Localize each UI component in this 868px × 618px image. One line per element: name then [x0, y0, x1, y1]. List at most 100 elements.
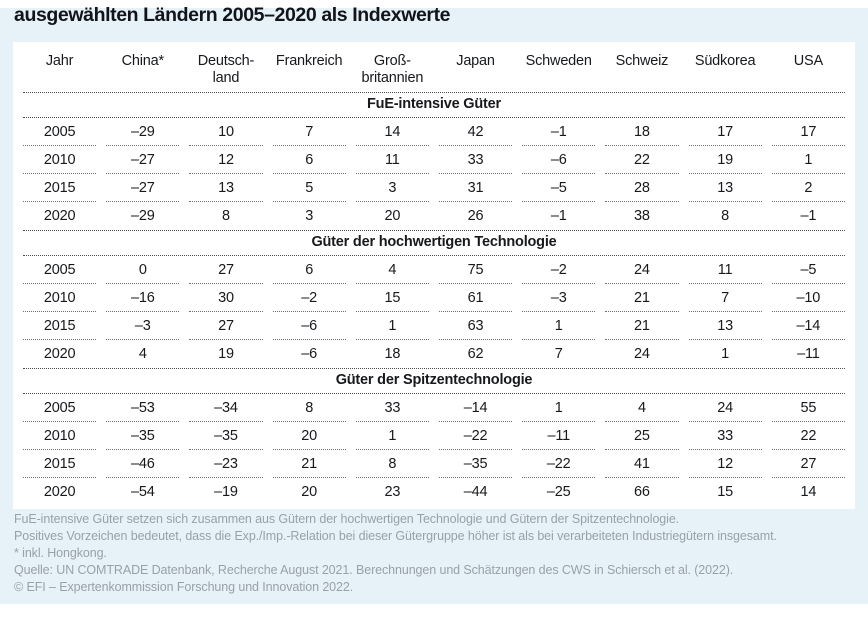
dotted-rule [23, 367, 845, 369]
value-cell: 18 [605, 118, 679, 146]
value-cell: 28 [605, 174, 679, 202]
year-cell: 2005 [23, 256, 97, 284]
value-cell: 42 [438, 118, 513, 146]
value-cell: 1 [522, 394, 596, 422]
table-row: 2005 –53 –34 8 33 –14 1 4 24 55 [23, 394, 845, 422]
value-cell: 8 [272, 394, 346, 422]
value-cell: –11 [797, 346, 820, 362]
value-cell: 7 [554, 346, 563, 362]
value-cell: –1 [550, 208, 567, 224]
table-row: 2015 –3 27 –6 1 63 1 21 13 –14 [23, 312, 845, 340]
value-cell: –22 [522, 450, 596, 478]
dotted-rule [23, 254, 845, 256]
column-header-line: Südkorea [694, 53, 756, 69]
year-cell: 2010 [23, 422, 97, 450]
column-header: Schweiz [605, 44, 678, 91]
value-cell: 1 [771, 146, 845, 174]
dotted-rule-line [23, 91, 845, 93]
value-cell: –2 [272, 284, 346, 312]
dotted-rule-line [23, 367, 845, 369]
value-cell: 11 [688, 256, 762, 284]
value-cell: 22 [771, 422, 845, 450]
value-cell: 7 [272, 118, 346, 146]
section-title-row: FuE-intensive Güter [23, 93, 845, 116]
section-title-row: Güter der hochwertigen Technologie [23, 231, 845, 254]
column-header-line: land [212, 70, 240, 86]
value-cell: 27 [771, 450, 845, 478]
value-cell: –19 [214, 484, 238, 500]
value-cell: 62 [467, 346, 484, 362]
value-cell: –14 [438, 394, 513, 422]
table-row: 2015 –27 13 5 3 31 –5 28 13 2 [23, 174, 845, 202]
value-cell: 19 [218, 346, 234, 362]
value-cell: 20 [301, 484, 318, 500]
value-cell: 3 [355, 174, 429, 202]
table-head-row: Jahr China* Deutsch-land Frankreich Groß-bri… [23, 44, 845, 91]
value-cell: –53 [106, 394, 180, 422]
value-cell: –54 [130, 484, 155, 500]
column-header-line: Jahr [45, 53, 74, 69]
value-cell: –3 [522, 284, 596, 312]
value-cell: 24 [605, 256, 679, 284]
column-header-line: Deutsch- [197, 53, 255, 69]
value-cell: –14 [771, 312, 845, 340]
footnotes-block: FuE-intensive Güter setzen sich zusammen… [14, 511, 777, 596]
value-cell: 31 [438, 174, 513, 202]
value-cell: 5 [272, 174, 346, 202]
column-header: USA [772, 44, 845, 91]
value-cell: –35 [106, 422, 180, 450]
year-cell: 2020 [43, 346, 76, 362]
value-cell: 20 [384, 208, 401, 224]
value-cell: –27 [106, 146, 180, 174]
value-cell: 61 [438, 284, 513, 312]
section-title-row: Güter der Spitzentechnologie [23, 369, 845, 392]
value-cell: –11 [522, 422, 596, 450]
value-cell: 15 [355, 284, 429, 312]
value-cell: 6 [272, 256, 346, 284]
value-cell: –1 [800, 208, 817, 224]
value-cell: –1 [522, 118, 596, 146]
value-cell: 26 [467, 208, 484, 224]
value-cell: –35 [438, 450, 513, 478]
table-body: FuE-intensive Güter 2005 –29 10 7 14 42 –1 18 17 1… [23, 91, 845, 505]
value-cell: –6 [301, 346, 318, 362]
footnote-source: Quelle: UN COMTRADE Datenbank, Recherche… [14, 563, 734, 577]
value-cell: 1 [522, 312, 596, 340]
year-cell: 2015 [23, 174, 97, 202]
value-cell: 15 [717, 484, 733, 500]
table-row: 2015 –46 –23 21 8 –35 –22 41 12 27 [23, 450, 845, 478]
footnote-hongkong: * inkl. Hongkong. [14, 546, 107, 560]
value-cell: 18 [384, 346, 401, 362]
value-cell: 38 [634, 208, 650, 224]
value-cell: 20 [272, 422, 346, 450]
value-cell: 13 [688, 174, 762, 202]
footnote-sign-explanation: Positives Vorzeichen bedeutet, dass die … [14, 529, 777, 543]
value-cell: –44 [463, 484, 488, 500]
table-header: Jahr China* Deutsch-land Frankreich Groß-bri… [23, 44, 845, 91]
value-cell: 2 [771, 174, 845, 202]
footnote-copyright: © EFI – Expertenkommission Forschung und… [14, 580, 354, 594]
value-cell: 8 [355, 450, 429, 478]
column-header-line: Japan [456, 53, 495, 69]
value-cell: 23 [384, 484, 401, 500]
value-cell: 21 [605, 284, 679, 312]
value-cell: 11 [355, 146, 429, 174]
value-cell: 7 [688, 284, 762, 312]
value-cell: 33 [438, 146, 513, 174]
value-cell: 30 [189, 284, 263, 312]
year-cell: 2020 [43, 484, 76, 500]
year-cell: 2010 [23, 284, 97, 312]
column-header-line: britannien [361, 70, 424, 86]
column-header-line: Frankreich [275, 53, 343, 69]
column-header: Japan [439, 44, 512, 91]
section-title: FuE-intensive Güter [367, 96, 501, 112]
value-cell: –2 [522, 256, 596, 284]
value-cell: 1 [355, 422, 429, 450]
dotted-rule [23, 116, 845, 118]
dotted-rule-line [23, 116, 845, 118]
footnote-composition: FuE-intensive Güter setzen sich zusammen… [14, 512, 680, 526]
value-cell: –6 [272, 312, 346, 340]
value-cell: 4 [355, 256, 429, 284]
table-row: 2010 –16 30 –2 15 61 –3 21 7 –10 [23, 284, 845, 312]
column-header-line: Groß- [373, 53, 411, 69]
